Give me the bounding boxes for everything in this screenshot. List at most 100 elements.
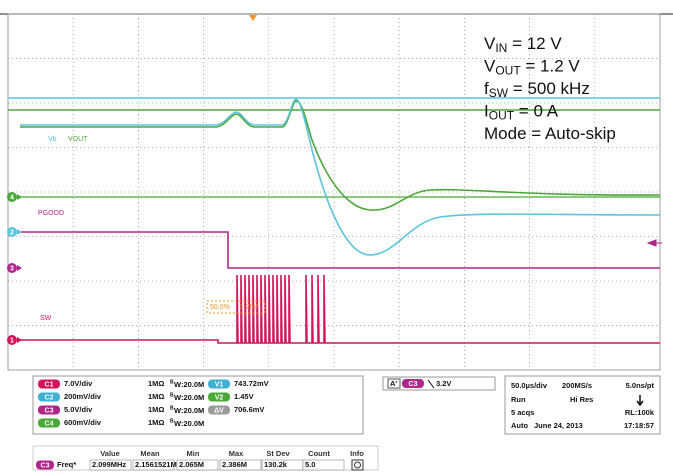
vout-trace <box>20 100 661 211</box>
acq-mode: Hi Res <box>570 395 593 404</box>
channel-impedance: 1MΩ <box>148 379 164 388</box>
subscript: OUT <box>495 64 521 78</box>
rest: = 0 A <box>514 102 559 121</box>
channel-impedance: 1MΩ <box>148 392 164 401</box>
info-icon <box>351 459 364 471</box>
rest: = 500 kHz <box>508 79 590 98</box>
channel-scale: 600mV/div <box>64 418 102 427</box>
column-header: Max <box>229 449 244 458</box>
trace-label: PGOOD <box>38 210 64 217</box>
time: 17:18:57 <box>624 421 654 430</box>
trigger-mode: A' <box>390 379 397 388</box>
annotation-line: VIN = 12 V <box>484 34 562 55</box>
bw-label: B <box>170 405 174 411</box>
cursor-value: 743.72mV <box>234 379 269 388</box>
bw-label: B <box>170 418 174 424</box>
resolution: 5.0ns/pt <box>626 381 655 390</box>
acquisition-panel <box>504 375 661 435</box>
channel-marker: 3 <box>7 263 22 273</box>
cursor-value: 706.6mV <box>234 405 264 414</box>
date: June 24, 2013 <box>534 421 583 430</box>
cell <box>219 459 262 471</box>
trace-label: VOUT <box>68 136 88 143</box>
bw-label: B <box>170 392 174 398</box>
cell-value: 2.386M <box>222 460 247 469</box>
marker-label: 1 <box>10 337 14 344</box>
channel-scale: 200mV/div <box>64 392 102 401</box>
channel-badge <box>38 418 60 428</box>
single-arrow <box>636 395 644 407</box>
cursor-id: ΔV <box>214 407 224 414</box>
channel-marker: 1 <box>7 335 22 345</box>
trigger-badge <box>387 378 401 389</box>
cell <box>132 459 175 471</box>
trigger-level: 3.2V <box>436 379 451 388</box>
channel-impedance: 1MΩ <box>148 405 164 414</box>
cell-value: 130.2k <box>264 460 288 469</box>
measure-gate <box>206 300 266 314</box>
gate-level: 50.0% <box>210 304 230 311</box>
bw-label: B <box>170 379 174 385</box>
measure-name: Freq* <box>57 460 76 469</box>
column-header: St Dev <box>266 449 290 458</box>
subscript: OUT <box>489 109 515 123</box>
cell <box>176 459 219 471</box>
bandwidth: W:20.0M <box>174 380 204 389</box>
trigger-channel-badge <box>402 379 424 388</box>
channel-marker: 2 <box>7 227 22 237</box>
cursor-value: 1.45V <box>234 392 254 401</box>
graticule-frame <box>7 13 661 371</box>
cell-value: 2.065M <box>179 460 204 469</box>
channel-id: C2 <box>45 394 54 401</box>
column-header: Mean <box>140 449 160 458</box>
annotation-line: VOUT = 1.2 V <box>484 57 580 78</box>
record-length: RL:100k <box>625 408 655 417</box>
measurement-table: Value Mean Min Max St Dev Count Info C3 Freq* 2.0… <box>36 449 364 471</box>
cursor-badge <box>208 379 230 389</box>
gate-value: 1.26V <box>240 304 259 311</box>
base: f <box>484 79 489 98</box>
sample-rate: 200MS/s <box>562 381 592 390</box>
channel-badge <box>36 460 54 470</box>
timebase: 50.0µs/div <box>511 381 548 390</box>
cursor-badge <box>208 405 230 415</box>
base: V <box>484 34 496 53</box>
channel-scale: 7.0V/div <box>64 379 93 388</box>
cell <box>89 459 132 471</box>
pgood-trace <box>20 231 660 269</box>
trigger-auto: Auto <box>511 421 528 430</box>
level-arrow <box>646 239 662 247</box>
channel-marker: 4 <box>7 192 22 202</box>
channel-id: C1 <box>45 381 54 388</box>
rest: = 1.2 V <box>521 57 581 76</box>
rest: Mode = Auto-skip <box>484 124 616 143</box>
channel-panel <box>32 375 364 435</box>
channel-id: C3 <box>45 407 54 414</box>
acq-count: 5 acqs <box>511 408 534 417</box>
channel-id: C3 <box>41 462 50 469</box>
vb-trace <box>20 98 661 256</box>
subscript: IN <box>495 41 507 55</box>
base: V <box>484 57 496 76</box>
rest: = 12 V <box>507 34 562 53</box>
cursor-id: V2 <box>215 394 224 401</box>
channel-impedance: 1MΩ <box>148 418 164 427</box>
channel-badge <box>38 392 60 402</box>
column-header: Value <box>100 449 120 458</box>
trace-label: SW <box>40 315 52 322</box>
cell-value: 2.1561521M <box>135 460 177 469</box>
column-header: Count <box>308 449 330 458</box>
sw-trace <box>20 274 660 344</box>
channel-scale: 5.0V/div <box>64 405 93 414</box>
cell <box>302 459 345 471</box>
channel-id: C4 <box>45 420 54 427</box>
info-icon-glyph <box>354 461 361 469</box>
subscript: SW <box>489 86 509 100</box>
annotation-line: IOUT = 0 A <box>484 102 559 123</box>
trigger-position <box>249 15 257 21</box>
trigger-slope <box>427 379 435 389</box>
cell-value: 2.099MHz <box>92 460 126 469</box>
